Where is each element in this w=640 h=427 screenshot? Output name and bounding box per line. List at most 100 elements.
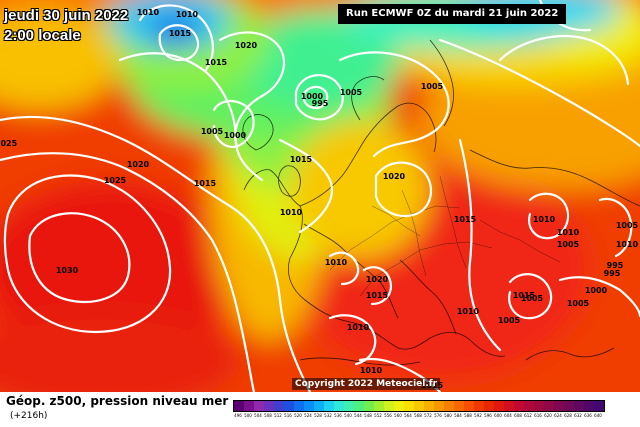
- scale-swatch: [524, 401, 534, 411]
- legend-title: Géop. z500, pression niveau mer: [6, 394, 229, 408]
- scale-swatch: [404, 401, 414, 411]
- scale-swatch: [554, 401, 564, 411]
- scale-swatch: [234, 401, 244, 411]
- isobar-label: 1005: [567, 299, 590, 308]
- scale-swatch: [334, 401, 344, 411]
- scale-value: 520: [294, 413, 302, 418]
- isobar-label: 1005: [521, 294, 544, 303]
- isobar-label: 1010: [137, 8, 160, 17]
- isobar-label: 1005: [340, 88, 363, 97]
- scale-swatch: [564, 401, 574, 411]
- scale-swatch: [264, 401, 274, 411]
- scale-value: 580: [444, 413, 452, 418]
- isobar-label: 1015: [290, 155, 313, 164]
- scale-value: 500: [244, 413, 252, 418]
- scale-swatch: [504, 401, 514, 411]
- isobar-label: 1015: [169, 29, 192, 38]
- scale-swatch: [464, 401, 474, 411]
- scale-value: 540: [344, 413, 352, 418]
- isobar-label: 1020: [127, 160, 150, 169]
- scale-value: 524: [304, 413, 312, 418]
- scale-swatch: [244, 401, 254, 411]
- scale-swatch: [494, 401, 504, 411]
- isobar-label: 1015: [194, 179, 217, 188]
- scale-value: 576: [434, 413, 442, 418]
- scale-value: 536: [334, 413, 342, 418]
- legend-footer: Géop. z500, pression niveau mer (+216h) …: [0, 392, 640, 427]
- scale-value: 528: [314, 413, 322, 418]
- isobar-label: 1010: [280, 208, 303, 217]
- scale-swatch: [514, 401, 524, 411]
- scale-value: 588: [464, 413, 472, 418]
- isobar-label: 1010: [616, 240, 639, 249]
- scale-swatch: [544, 401, 554, 411]
- scale-value: 548: [364, 413, 372, 418]
- scale-swatch: [294, 401, 304, 411]
- country-borders: [329, 175, 561, 297]
- scale-swatch: [254, 401, 264, 411]
- isobar-label: 1005: [498, 316, 521, 325]
- isobar-label: 1005: [421, 82, 444, 91]
- scale-swatch: [304, 401, 314, 411]
- scale-value: 612: [524, 413, 532, 418]
- scale-value: 608: [514, 413, 522, 418]
- scale-value: 512: [274, 413, 282, 418]
- isobar-label: 1000: [301, 92, 324, 101]
- scale-swatch: [454, 401, 464, 411]
- isobar-label: 1000: [585, 286, 608, 295]
- scale-value: 508: [264, 413, 272, 418]
- scale-value: 600: [494, 413, 502, 418]
- scale-value: 544: [354, 413, 362, 418]
- scale-swatch: [314, 401, 324, 411]
- isobar-label: 1010: [557, 228, 580, 237]
- isobar-label: 1010: [360, 366, 383, 375]
- scale-value: 552: [374, 413, 382, 418]
- forecast-date: jeudi 30 juin 2022: [4, 7, 129, 24]
- isobar-label: 1020: [235, 41, 258, 50]
- isobar-label: 1020: [366, 275, 389, 284]
- isobar-label: 1030: [56, 266, 79, 275]
- isobar-label: 1025: [0, 139, 18, 148]
- isobar-label: 1005: [557, 240, 580, 249]
- scale-swatch: [484, 401, 494, 411]
- forecast-time: 2:00 locale: [4, 27, 81, 44]
- scale-value: 560: [394, 413, 402, 418]
- scale-swatch: [364, 401, 374, 411]
- scale-value: 504: [254, 413, 262, 418]
- scale-value: 620: [544, 413, 552, 418]
- isobar-label: 1015: [454, 215, 477, 224]
- forecast-lead-time: (+216h): [10, 411, 48, 421]
- scale-value: 556: [384, 413, 392, 418]
- isobar-label: 995: [312, 99, 329, 108]
- scale-value: 604: [504, 413, 512, 418]
- scale-value: 496: [234, 413, 242, 418]
- scale-swatch: [384, 401, 394, 411]
- color-scale-labels: 496 500 504 508 512 516 520 524 528 532 536 540 544 5…: [233, 413, 603, 419]
- run-info-label: Run ECMWF 0Z du mardi 21 juin 2022: [338, 4, 567, 24]
- scale-value: 516: [284, 413, 292, 418]
- isobar-label: 1010: [457, 307, 480, 316]
- scale-swatch: [274, 401, 284, 411]
- color-scale: [233, 400, 605, 412]
- scale-swatch: [584, 401, 594, 411]
- scale-swatch: [574, 401, 584, 411]
- scale-swatch: [284, 401, 294, 411]
- isobar-label: 1015: [205, 58, 228, 67]
- scale-value: 592: [474, 413, 482, 418]
- isobar-label: 1010: [347, 323, 370, 332]
- isobar-label: 1005: [616, 221, 639, 230]
- scale-value: 564: [404, 413, 412, 418]
- isobar-label: 1010: [176, 10, 199, 19]
- isobar-label: 995: [604, 269, 621, 278]
- scale-swatch: [534, 401, 544, 411]
- scale-swatch: [434, 401, 444, 411]
- scale-value: 640: [594, 413, 602, 418]
- isobar-label: 1025: [104, 176, 127, 185]
- scale-swatch: [354, 401, 364, 411]
- scale-swatch: [424, 401, 434, 411]
- isobar-label: 1010: [325, 258, 348, 267]
- scale-value: 632: [574, 413, 582, 418]
- isobar-label: 1010: [533, 215, 556, 224]
